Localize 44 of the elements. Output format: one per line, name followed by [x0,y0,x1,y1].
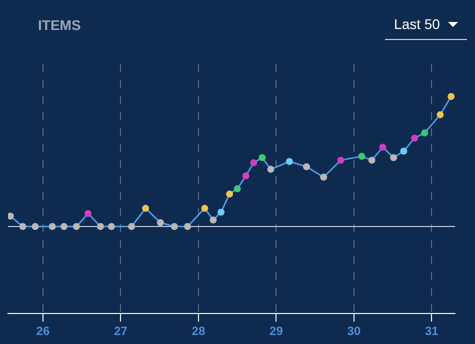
point [108,223,115,230]
point [170,223,178,230]
point [400,148,408,155]
point [234,185,241,192]
point [250,159,258,166]
point [184,223,192,230]
point [226,190,234,198]
point [218,208,225,216]
point [267,166,274,173]
point [436,111,444,118]
point [60,223,68,230]
x-tick-label: 28 [192,324,206,338]
point [201,204,208,212]
point [97,223,104,230]
point [84,210,92,217]
point [128,223,136,230]
point [8,212,14,220]
point [72,223,80,230]
point [142,204,150,212]
point [258,154,266,162]
point [368,156,376,164]
point [32,223,39,230]
point [411,134,418,142]
x-tick-label: 29 [270,324,284,338]
point [19,223,26,230]
point [421,129,428,136]
x-tick-label: 27 [114,324,128,338]
point [390,154,398,162]
point [242,172,250,180]
point [379,144,386,151]
point [156,219,164,226]
point [210,216,217,224]
point [48,223,56,230]
point [286,158,293,165]
x-tick-label: 26 [36,324,50,338]
point [320,174,328,181]
text: Last 50 [394,16,440,32]
point [303,163,310,170]
x-tick-label: 30 [347,324,361,338]
point [337,156,344,164]
point [358,152,366,160]
chart-title: ITEMS [38,17,81,33]
x-tick-label: 31 [425,324,439,338]
point [448,93,455,100]
